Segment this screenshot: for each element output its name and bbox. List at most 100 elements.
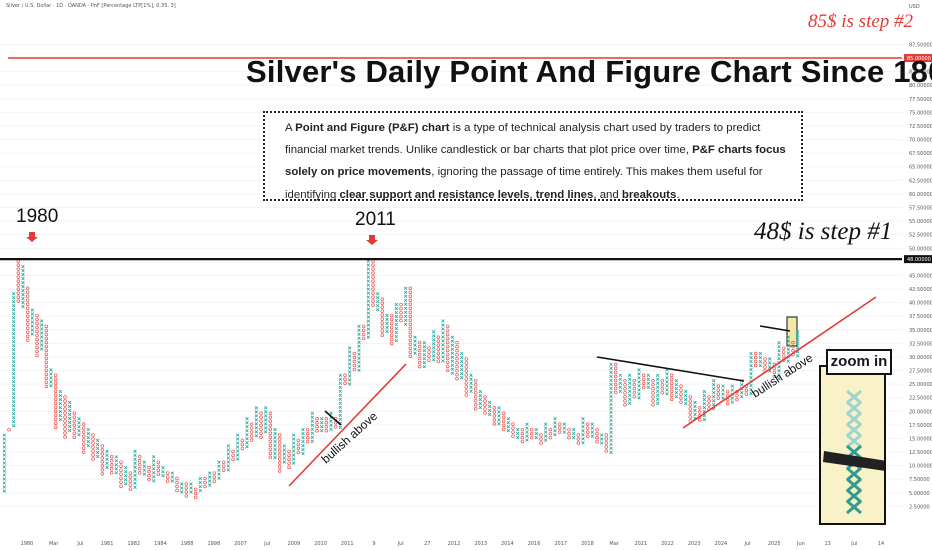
- o-box: [445, 340, 450, 345]
- o-box: [725, 401, 730, 406]
- x-column: [366, 259, 371, 339]
- zoom-x-box: [846, 422, 862, 438]
- x-box: [459, 367, 464, 372]
- o-column: [343, 373, 347, 386]
- x-box: [207, 475, 212, 479]
- x-box: [609, 426, 613, 431]
- o-box: [660, 386, 665, 391]
- o-box: [464, 393, 469, 397]
- x-box: [702, 397, 707, 402]
- x-box: [609, 422, 613, 427]
- x-box: [226, 452, 231, 456]
- o-box: [91, 457, 95, 461]
- x-box: [637, 388, 641, 392]
- o-box: [109, 459, 114, 463]
- o-box: [63, 419, 67, 423]
- x-box: [609, 438, 613, 443]
- x-box: [721, 388, 725, 392]
- o-box: [753, 351, 758, 356]
- o-box: [548, 435, 553, 440]
- o-box: [744, 388, 749, 392]
- x-box: [114, 463, 119, 467]
- year-2011-label: 2011: [355, 209, 396, 230]
- x-box: [413, 339, 417, 343]
- o-box: [445, 356, 450, 361]
- x-column: [67, 400, 72, 433]
- x-box: [441, 327, 445, 331]
- o-column: [436, 335, 441, 363]
- x-box: [394, 314, 399, 319]
- x-box: [422, 364, 427, 369]
- x-box: [123, 481, 128, 486]
- o-box: [184, 486, 189, 490]
- x-box: [627, 373, 632, 377]
- x-box: [21, 304, 25, 309]
- o-box: [492, 414, 497, 418]
- x-tick-label: Jul: [76, 541, 83, 547]
- x-box: [450, 355, 455, 359]
- x-column: [235, 433, 240, 461]
- x-box: [338, 413, 343, 417]
- o-box: [389, 337, 394, 342]
- o-box: [427, 346, 431, 350]
- x-box: [338, 389, 343, 393]
- o-box: [193, 487, 198, 492]
- x-box: [291, 433, 296, 437]
- x-box: [394, 326, 399, 331]
- o-box: [277, 457, 282, 461]
- x-box: [422, 352, 427, 357]
- o-box: [72, 411, 77, 416]
- o-box: [455, 340, 459, 345]
- o-box: [53, 401, 58, 406]
- o-column: [315, 416, 319, 433]
- o-box: [315, 424, 319, 429]
- o-box: [277, 461, 282, 465]
- o-box: [16, 267, 21, 271]
- o-box: [119, 484, 123, 488]
- x-tick-label: 2022: [661, 541, 674, 547]
- o-column: [651, 378, 655, 407]
- x-box: [273, 427, 277, 432]
- o-box: [277, 449, 282, 453]
- y-tick-label: 87.50000: [909, 42, 932, 48]
- zoom-x-box: [846, 400, 862, 416]
- o-column: [193, 487, 198, 500]
- o-box: [119, 472, 123, 476]
- x-box: [562, 422, 567, 426]
- o-box: [520, 431, 525, 436]
- x-box: [21, 268, 25, 273]
- x-box: [11, 368, 16, 372]
- o-box: [287, 449, 291, 454]
- x-box: [739, 391, 744, 395]
- x-box: [329, 427, 333, 431]
- x-box: [441, 343, 445, 347]
- o-box: [259, 419, 263, 424]
- y-tick-label: 42.50000: [909, 287, 932, 293]
- o-column: [669, 373, 674, 402]
- o-box: [147, 473, 151, 478]
- y-tick-label: 5.00000: [909, 491, 930, 497]
- o-box: [156, 468, 161, 472]
- x-box: [749, 387, 753, 392]
- o-box: [315, 416, 319, 421]
- currency-label: USD: [909, 4, 920, 10]
- o-box: [287, 457, 291, 462]
- x-box: [431, 330, 436, 334]
- x-box: [599, 433, 604, 437]
- o-box: [287, 461, 291, 466]
- o-box: [417, 348, 422, 353]
- x-box: [207, 479, 212, 483]
- o-box: [81, 450, 86, 454]
- x-box: [105, 449, 109, 454]
- o-box: [408, 330, 413, 335]
- o-column: [35, 313, 39, 358]
- o-column: [231, 449, 235, 462]
- o-box: [249, 434, 254, 438]
- o-box: [473, 398, 478, 403]
- o-box: [44, 360, 49, 365]
- y-tick-label: 2.50000: [909, 504, 930, 510]
- o-box: [63, 411, 67, 415]
- x-box: [11, 308, 16, 312]
- o-box: [679, 388, 683, 392]
- o-box: [464, 385, 469, 389]
